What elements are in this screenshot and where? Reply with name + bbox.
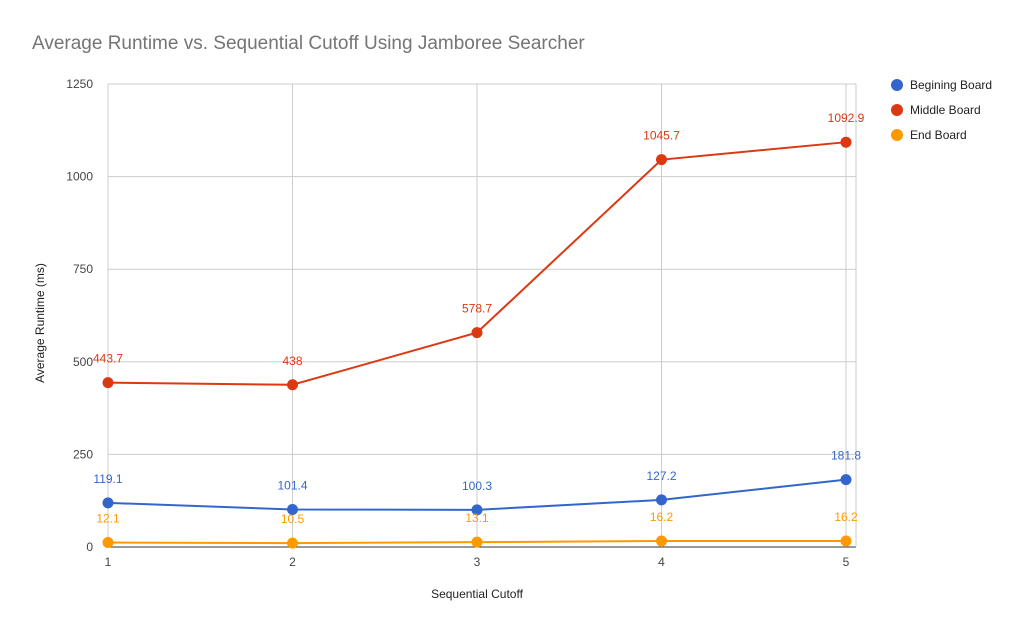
data-point (471, 504, 483, 516)
data-label: 127.2 (646, 469, 676, 483)
legend-label: End Board (910, 128, 967, 142)
data-point (656, 494, 667, 506)
legend-label: Begining Board (910, 78, 992, 92)
data-point (471, 536, 483, 548)
data-label: 10.5 (281, 512, 305, 526)
x-tick-label: 5 (843, 555, 850, 569)
x-tick-label: 3 (474, 555, 481, 569)
y-tick-label: 1250 (66, 77, 93, 91)
legend-marker (891, 79, 903, 91)
data-point (102, 377, 114, 389)
grid-lines (107, 83, 857, 548)
data-label: 1092.9 (828, 111, 865, 125)
y-tick-label: 250 (73, 447, 93, 461)
y-tick-label: 0 (86, 540, 93, 554)
data-label: 12.1 (96, 512, 120, 526)
data-label: 119.1 (93, 472, 122, 486)
data-point (656, 535, 667, 547)
legend: Begining Board Middle Board End Board (891, 78, 992, 142)
y-axis-ticks: 0 250 500 750 1000 1250 (66, 77, 93, 554)
data-label: 13.1 (465, 511, 489, 525)
legend-marker (891, 104, 903, 116)
legend-item: End Board (891, 128, 967, 142)
data-point (287, 503, 298, 515)
x-tick-label: 1 (105, 555, 112, 569)
y-tick-label: 1000 (66, 170, 93, 184)
series-end-board: 12.1 10.5 13.1 16.2 16.2 (96, 510, 858, 549)
data-label: 100.3 (462, 479, 492, 493)
data-label: 16.2 (834, 510, 858, 524)
legend-label: Middle Board (910, 103, 981, 117)
series-begining-board: 119.1 101.4 100.3 127.2 181.8 (93, 449, 861, 516)
data-point (102, 537, 114, 549)
data-label: 1045.7 (643, 129, 680, 143)
data-point (287, 537, 298, 549)
data-point (656, 154, 667, 166)
x-axis-ticks: 1 2 3 4 5 (105, 555, 850, 569)
data-label: 181.8 (831, 449, 861, 463)
x-tick-label: 2 (289, 555, 296, 569)
data-label: 16.2 (650, 510, 674, 524)
data-point (471, 327, 483, 339)
y-axis-label: Average Runtime (ms) (33, 263, 47, 383)
data-point (840, 136, 852, 148)
data-label: 578.7 (462, 302, 492, 316)
data-point (287, 379, 298, 391)
series-layer: 119.1 101.4 100.3 127.2 181.8 443.7 438 578.7 10… (93, 111, 865, 549)
y-tick-label: 500 (73, 355, 93, 369)
data-label: 438 (282, 354, 302, 368)
x-tick-label: 4 (658, 555, 665, 569)
legend-marker (891, 129, 903, 141)
x-axis-label: Sequential Cutoff (431, 587, 524, 601)
data-label: 101.4 (277, 478, 307, 492)
y-tick-label: 750 (73, 262, 93, 276)
data-point (840, 474, 852, 486)
data-label: 443.7 (93, 352, 123, 366)
data-point (840, 535, 852, 547)
chart-title: Average Runtime vs. Sequential Cutoff Us… (32, 33, 585, 54)
data-point (102, 497, 114, 509)
series-middle-board: 443.7 438 578.7 1045.7 1092.9 (93, 111, 865, 391)
legend-item: Begining Board (891, 78, 992, 92)
legend-item: Middle Board (891, 103, 981, 117)
